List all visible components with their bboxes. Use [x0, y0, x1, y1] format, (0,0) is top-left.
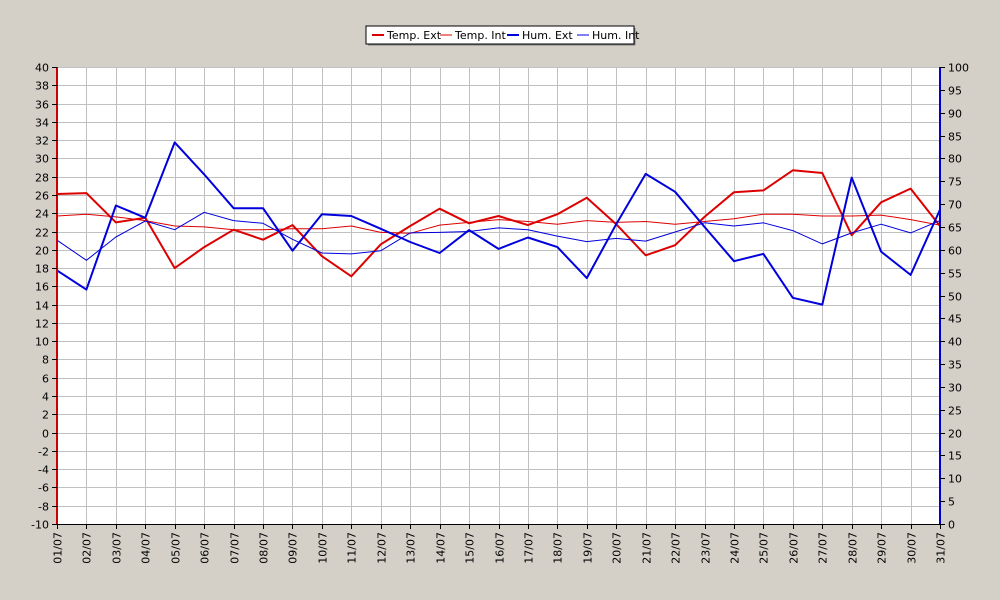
x-tick-label: 31/07	[935, 532, 948, 564]
left-tick-label: -10	[31, 519, 49, 532]
left-tick-label: 2	[42, 409, 49, 422]
series-line-temp-ext	[56, 169, 941, 278]
right-tick-label: 40	[948, 336, 962, 349]
x-tick-label: 05/07	[170, 532, 183, 564]
left-tick-label: 4	[42, 391, 49, 404]
series-line-hum-ext	[56, 141, 941, 306]
legend: Temp. Ext Temp. Int Hum. Ext Hum. Int	[365, 25, 640, 46]
x-tick-label: 19/07	[582, 532, 595, 564]
right-tick-label: 95	[948, 85, 962, 98]
right-tick-label: 0	[948, 519, 955, 532]
right-tick-label: 80	[948, 153, 962, 166]
x-tick-label: 03/07	[111, 532, 124, 564]
left-tick-label: 34	[35, 117, 49, 130]
legend-label: Temp. Int	[454, 29, 507, 42]
left-tick-label: 14	[35, 300, 49, 313]
grid	[57, 67, 941, 525]
left-axis-line	[56, 67, 58, 525]
left-tick-label: 0	[42, 428, 49, 441]
legend-label: Hum. Ext	[522, 29, 573, 42]
x-tick-label: 04/07	[140, 532, 153, 564]
left-tick-label: -8	[38, 501, 49, 514]
x-tick-label: 07/07	[229, 532, 242, 564]
legend-label: Hum. Int	[592, 29, 640, 42]
series-line-hum-int	[56, 211, 941, 261]
right-tick-label: 65	[948, 222, 962, 235]
plot-area	[57, 67, 940, 524]
x-tick-label: 25/07	[758, 532, 771, 564]
x-tick-label: 28/07	[847, 532, 860, 564]
left-tick-label: 8	[42, 354, 49, 367]
right-tick-label: 15	[948, 450, 962, 463]
x-tick-label: 29/07	[876, 532, 889, 564]
right-tick-label: 85	[948, 131, 962, 144]
left-tick-label: 40	[35, 62, 49, 75]
x-tick-label: 17/07	[523, 532, 536, 564]
x-tick-label: 22/07	[670, 532, 683, 564]
x-tick-label: 14/07	[435, 532, 448, 564]
left-tick-label: 24	[35, 208, 49, 221]
right-tick-label: 5	[948, 496, 955, 509]
x-tick-label: 11/07	[346, 532, 359, 564]
x-tick-label: 16/07	[494, 532, 507, 564]
x-tick-label: 20/07	[611, 532, 624, 564]
right-tick-label: 30	[948, 382, 962, 395]
x-tick-label: 02/07	[81, 532, 94, 564]
left-tick-label: 20	[35, 245, 49, 258]
right-axis-ticks: 0 5 10 15 20 25 30 35 40 45 50 55 60 65 70 75 80 85 90 95 10…	[940, 62, 969, 532]
x-tick-label: 06/07	[199, 532, 212, 564]
x-tick-label: 10/07	[317, 532, 330, 564]
x-tick-label: 18/07	[552, 532, 565, 564]
right-tick-label: 90	[948, 108, 962, 121]
right-tick-label: 75	[948, 176, 962, 189]
x-tick-label: 23/07	[700, 532, 713, 564]
left-tick-label: 12	[35, 318, 49, 331]
x-tick-label: 13/07	[405, 532, 418, 564]
x-tick-label: 26/07	[788, 532, 801, 564]
left-tick-label: -6	[38, 482, 49, 495]
left-tick-label: 32	[35, 135, 49, 148]
right-tick-label: 50	[948, 291, 962, 304]
left-tick-label: -4	[38, 464, 49, 477]
right-tick-label: 20	[948, 428, 962, 441]
x-tick-label: 01/07	[52, 532, 65, 564]
left-axis-ticks: -10-8-6-4-202468101214161820222426283032…	[31, 62, 57, 532]
legend-box	[365, 25, 635, 45]
left-tick-label: 6	[42, 373, 49, 386]
right-tick-label: 35	[948, 359, 962, 372]
x-tick-label: 27/07	[817, 532, 830, 564]
right-tick-label: 70	[948, 199, 962, 212]
left-tick-label: 10	[35, 336, 49, 349]
x-tick-label: 08/07	[258, 532, 271, 564]
legend-label: Temp. Ext	[386, 29, 442, 42]
right-tick-label: 60	[948, 245, 962, 258]
x-axis-ticks: 01/07 02/07 03/07 04/07 05/07 06/07 07/07 08/07…	[52, 524, 948, 564]
left-tick-label: 30	[35, 153, 49, 166]
left-tick-label: 28	[35, 172, 49, 185]
left-tick-label: 22	[35, 227, 49, 240]
left-tick-label: 36	[35, 99, 49, 112]
right-tick-label: 10	[948, 473, 962, 486]
left-tick-label: 38	[35, 80, 49, 93]
left-tick-label: 18	[35, 263, 49, 276]
x-tick-label: 24/07	[729, 532, 742, 564]
x-tick-label: 15/07	[464, 532, 477, 564]
series-layer	[56, 141, 941, 306]
series-line-temp-int	[56, 213, 941, 234]
right-tick-label: 100	[948, 62, 969, 75]
x-tick-label: 30/07	[906, 532, 919, 564]
right-tick-label: 45	[948, 313, 962, 326]
x-tick-label: 12/07	[376, 532, 389, 564]
left-tick-label: -2	[38, 446, 49, 459]
x-tick-label: 09/07	[287, 532, 300, 564]
left-tick-label: 16	[35, 281, 49, 294]
left-tick-label: 26	[35, 190, 49, 203]
right-tick-label: 25	[948, 405, 962, 418]
x-tick-label: 21/07	[641, 532, 654, 564]
right-tick-label: 55	[948, 268, 962, 281]
